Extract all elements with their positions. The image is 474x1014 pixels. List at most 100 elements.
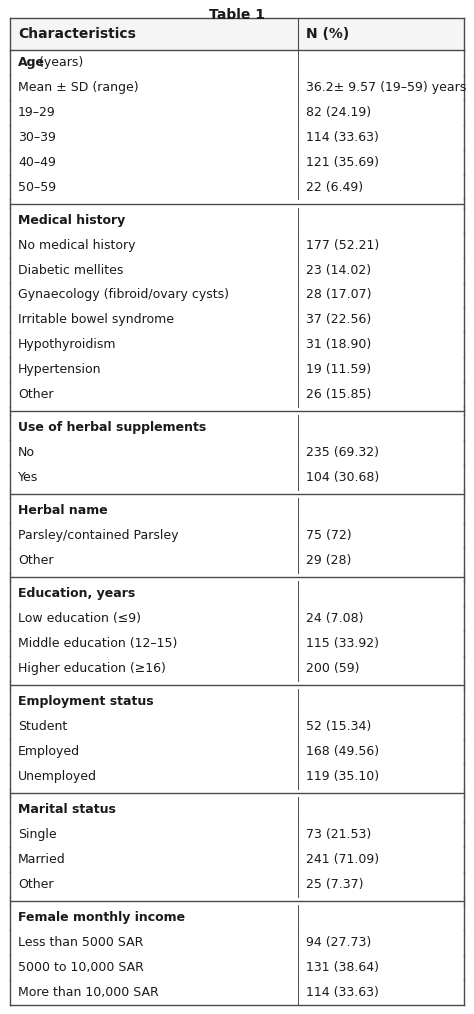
Bar — [10, 656, 464, 681]
Bar — [10, 150, 464, 174]
Bar — [10, 581, 464, 606]
Text: 104 (30.68): 104 (30.68) — [306, 472, 379, 484]
Text: 30–39: 30–39 — [18, 131, 56, 144]
Bar — [10, 465, 464, 490]
Text: Employed: Employed — [18, 745, 80, 758]
Bar — [10, 416, 464, 440]
Text: Less than 5000 SAR: Less than 5000 SAR — [18, 936, 143, 949]
Bar — [10, 822, 464, 848]
Bar — [10, 174, 464, 200]
Text: 52 (15.34): 52 (15.34) — [306, 720, 371, 733]
Bar — [10, 99, 464, 125]
Bar — [10, 690, 464, 714]
Text: Middle education (12–15): Middle education (12–15) — [18, 637, 177, 650]
Bar — [10, 906, 464, 930]
Text: 114 (33.63): 114 (33.63) — [306, 131, 379, 144]
Text: No medical history: No medical history — [18, 238, 136, 251]
Text: Other: Other — [18, 388, 54, 402]
Text: 121 (35.69): 121 (35.69) — [306, 155, 379, 168]
Text: Parsley/contained Parsley: Parsley/contained Parsley — [18, 529, 179, 542]
Bar — [10, 232, 464, 258]
Bar — [10, 18, 464, 50]
Text: No: No — [18, 446, 35, 459]
Text: Student: Student — [18, 720, 67, 733]
Text: Diabetic mellites: Diabetic mellites — [18, 264, 123, 277]
Bar — [10, 955, 464, 981]
Text: 114 (33.63): 114 (33.63) — [306, 986, 379, 999]
Text: Unemployed: Unemployed — [18, 770, 97, 783]
Bar — [10, 930, 464, 955]
Bar — [10, 848, 464, 872]
Bar — [10, 606, 464, 632]
Text: Age: Age — [18, 56, 45, 69]
Text: 31 (18.90): 31 (18.90) — [306, 339, 371, 351]
Bar — [10, 125, 464, 150]
Text: 29 (28): 29 (28) — [306, 555, 351, 567]
Text: 24 (7.08): 24 (7.08) — [306, 612, 364, 626]
Text: Use of herbal supplements: Use of herbal supplements — [18, 422, 206, 434]
Text: Married: Married — [18, 853, 66, 866]
Text: 241 (71.09): 241 (71.09) — [306, 853, 379, 866]
Text: Higher education (≥16): Higher education (≥16) — [18, 662, 166, 675]
Text: Other: Other — [18, 555, 54, 567]
Bar — [10, 307, 464, 333]
Text: 5000 to 10,000 SAR: 5000 to 10,000 SAR — [18, 961, 144, 974]
Text: 75 (72): 75 (72) — [306, 529, 352, 542]
Bar — [10, 523, 464, 549]
Bar — [10, 632, 464, 656]
Text: Low education (≤9): Low education (≤9) — [18, 612, 141, 626]
Bar — [10, 739, 464, 765]
Text: Employment status: Employment status — [18, 696, 154, 709]
Text: 23 (14.02): 23 (14.02) — [306, 264, 371, 277]
Bar — [10, 333, 464, 357]
Text: Marital status: Marital status — [18, 803, 116, 816]
Bar — [10, 440, 464, 465]
Text: 168 (49.56): 168 (49.56) — [306, 745, 379, 758]
Text: 82 (24.19): 82 (24.19) — [306, 105, 371, 119]
Bar — [10, 75, 464, 99]
Text: Medical history: Medical history — [18, 214, 125, 227]
Bar — [10, 357, 464, 382]
Text: 200 (59): 200 (59) — [306, 662, 359, 675]
Bar — [10, 765, 464, 789]
Text: 26 (15.85): 26 (15.85) — [306, 388, 371, 402]
Bar — [10, 382, 464, 407]
Text: N (%): N (%) — [306, 27, 349, 41]
Bar — [10, 872, 464, 897]
Bar — [10, 714, 464, 739]
Text: 25 (7.37): 25 (7.37) — [306, 878, 364, 891]
Text: Single: Single — [18, 828, 56, 842]
Text: Education, years: Education, years — [18, 587, 135, 600]
Text: Hypothyroidism: Hypothyroidism — [18, 339, 117, 351]
Text: Female monthly income: Female monthly income — [18, 912, 185, 925]
Text: 119 (35.10): 119 (35.10) — [306, 770, 379, 783]
Text: Herbal name: Herbal name — [18, 504, 108, 517]
Text: Table 1: Table 1 — [209, 8, 265, 22]
Text: Other: Other — [18, 878, 54, 891]
Bar — [10, 549, 464, 573]
Bar — [10, 50, 464, 75]
Text: 177 (52.21): 177 (52.21) — [306, 238, 379, 251]
Text: 19–29: 19–29 — [18, 105, 56, 119]
Text: 19 (11.59): 19 (11.59) — [306, 363, 371, 376]
Text: 37 (22.56): 37 (22.56) — [306, 313, 371, 327]
Text: Mean ± SD (range): Mean ± SD (range) — [18, 81, 138, 94]
Text: Characteristics: Characteristics — [18, 27, 136, 41]
Bar — [10, 283, 464, 307]
Text: Irritable bowel syndrome: Irritable bowel syndrome — [18, 313, 174, 327]
Text: 50–59: 50–59 — [18, 180, 56, 194]
Bar — [10, 797, 464, 822]
Text: 36.2± 9.57 (19–59) years: 36.2± 9.57 (19–59) years — [306, 81, 466, 94]
Text: 22 (6.49): 22 (6.49) — [306, 180, 363, 194]
Text: 94 (27.73): 94 (27.73) — [306, 936, 371, 949]
Text: 28 (17.07): 28 (17.07) — [306, 288, 372, 301]
Text: Hypertension: Hypertension — [18, 363, 101, 376]
Bar — [10, 208, 464, 232]
Bar — [10, 499, 464, 523]
Text: 40–49: 40–49 — [18, 155, 56, 168]
Bar — [10, 981, 464, 1005]
Text: (years): (years) — [35, 56, 83, 69]
Text: More than 10,000 SAR: More than 10,000 SAR — [18, 986, 159, 999]
Text: Yes: Yes — [18, 472, 38, 484]
Text: 73 (21.53): 73 (21.53) — [306, 828, 371, 842]
